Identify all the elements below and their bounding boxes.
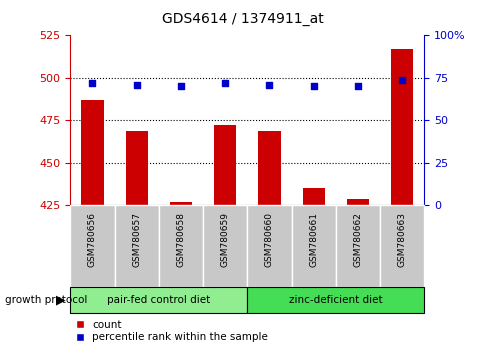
Point — [133, 82, 140, 87]
Text: zinc-deficient diet: zinc-deficient diet — [288, 295, 382, 305]
Text: GSM780658: GSM780658 — [176, 212, 185, 267]
Bar — [291, 205, 335, 287]
Bar — [70, 287, 247, 313]
Bar — [302, 188, 324, 205]
Point — [309, 84, 317, 89]
Bar — [70, 205, 114, 287]
Bar — [125, 131, 148, 205]
Text: GSM780660: GSM780660 — [264, 212, 273, 267]
Point — [353, 84, 361, 89]
Bar — [214, 125, 236, 205]
Bar — [158, 205, 203, 287]
Bar — [247, 287, 424, 313]
Bar — [114, 205, 158, 287]
Bar — [346, 199, 368, 205]
Point — [177, 84, 184, 89]
Bar — [379, 205, 424, 287]
Bar — [335, 205, 379, 287]
Point — [265, 82, 273, 87]
Bar — [81, 100, 103, 205]
Point — [221, 80, 228, 86]
Text: growth protocol: growth protocol — [5, 295, 87, 305]
Text: ▶: ▶ — [56, 293, 65, 307]
Bar — [391, 49, 412, 205]
Bar — [247, 205, 291, 287]
Text: GSM780659: GSM780659 — [220, 212, 229, 267]
Text: pair-fed control diet: pair-fed control diet — [107, 295, 210, 305]
Text: GSM780663: GSM780663 — [397, 212, 406, 267]
Bar — [203, 205, 247, 287]
Text: GSM780657: GSM780657 — [132, 212, 141, 267]
Text: GSM780656: GSM780656 — [88, 212, 97, 267]
Bar — [258, 131, 280, 205]
Text: GSM780661: GSM780661 — [309, 212, 318, 267]
Bar — [169, 202, 192, 205]
Legend: count, percentile rank within the sample: count, percentile rank within the sample — [76, 320, 268, 342]
Point — [89, 80, 96, 86]
Text: GSM780662: GSM780662 — [353, 212, 362, 267]
Text: GDS4614 / 1374911_at: GDS4614 / 1374911_at — [161, 12, 323, 27]
Point — [397, 77, 405, 82]
